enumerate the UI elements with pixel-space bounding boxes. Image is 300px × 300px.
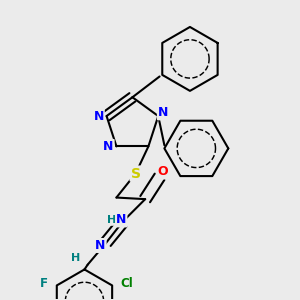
Text: S: S bbox=[130, 167, 141, 181]
Text: N: N bbox=[116, 213, 126, 226]
Text: N: N bbox=[158, 106, 168, 119]
Text: N: N bbox=[103, 140, 114, 153]
Text: N: N bbox=[95, 239, 106, 252]
Text: H: H bbox=[71, 253, 80, 263]
Text: F: F bbox=[40, 277, 48, 290]
Text: H: H bbox=[107, 215, 116, 225]
Text: N: N bbox=[93, 110, 104, 122]
Text: O: O bbox=[158, 166, 168, 178]
Text: Cl: Cl bbox=[120, 277, 133, 290]
